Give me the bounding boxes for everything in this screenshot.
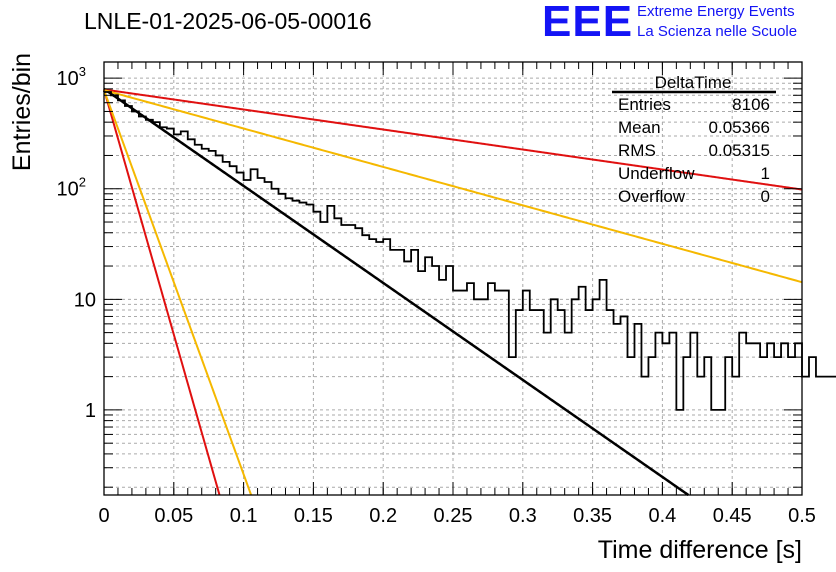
fit-line-0 bbox=[103, 87, 690, 497]
x-tick-label: 0.2 bbox=[369, 505, 397, 527]
axis-tick-labels: 0 0.05 0.1 0.15 0.2 0.25 0.3 0.35 0.4 0.45 0.51101… bbox=[57, 64, 816, 527]
histogram-steps bbox=[103, 91, 836, 411]
fit-line-4 bbox=[103, 89, 253, 496]
stats-label-rms: RMS bbox=[618, 141, 656, 160]
x-tick-label: 0.25 bbox=[434, 505, 473, 527]
fit-lines bbox=[103, 87, 803, 497]
axis-ticks bbox=[103, 62, 803, 495]
stats-value-overflow: 0 bbox=[761, 187, 770, 206]
stats-value-rms: 0.05315 bbox=[709, 141, 770, 160]
x-tick-label: 0.5 bbox=[788, 505, 816, 527]
fit-line-1 bbox=[103, 88, 803, 191]
x-tick-label: 0.4 bbox=[648, 505, 676, 527]
eee-logo: EEE bbox=[542, 0, 634, 46]
stats-value-entries: 8106 bbox=[732, 95, 770, 114]
chart-title: LNLE-01-2025-06-05-00016 bbox=[84, 8, 372, 34]
logo-subtitle-line1: Extreme Energy Events bbox=[637, 3, 795, 20]
y-tick-label: 10 bbox=[74, 289, 96, 311]
x-tick-label: 0.3 bbox=[509, 505, 537, 527]
stats-label-mean: Mean bbox=[618, 118, 661, 137]
fit-line-3 bbox=[103, 89, 221, 496]
x-tick-label: 0 bbox=[98, 505, 109, 527]
y-axis-label: Entries/bin bbox=[8, 53, 36, 171]
stats-value-mean: 0.05366 bbox=[709, 118, 770, 137]
fit-line-2 bbox=[103, 89, 803, 284]
y-tick-label: 103 bbox=[57, 64, 86, 90]
stats-box: DeltaTime Entries 8106 Mean 0.05366 RMS … bbox=[612, 73, 776, 206]
stats-label-entries: Entries bbox=[618, 95, 671, 114]
stats-label-underflow: Underflow bbox=[618, 164, 695, 183]
x-tick-label: 0.35 bbox=[573, 505, 612, 527]
x-tick-label: 0.45 bbox=[713, 505, 752, 527]
stats-label-overflow: Overflow bbox=[618, 187, 686, 206]
stats-title: DeltaTime bbox=[655, 73, 732, 92]
y-tick-label: 102 bbox=[57, 175, 86, 201]
y-tick-label: 1 bbox=[85, 400, 96, 422]
stats-value-underflow: 1 bbox=[761, 164, 770, 183]
x-tick-label: 0.15 bbox=[294, 505, 333, 527]
x-tick-label: 0.1 bbox=[230, 505, 258, 527]
x-tick-label: 0.05 bbox=[154, 505, 193, 527]
x-axis-label: Time difference [s] bbox=[598, 536, 802, 564]
logo-subtitle-line2: La Scienza nelle Scuole bbox=[637, 23, 798, 40]
